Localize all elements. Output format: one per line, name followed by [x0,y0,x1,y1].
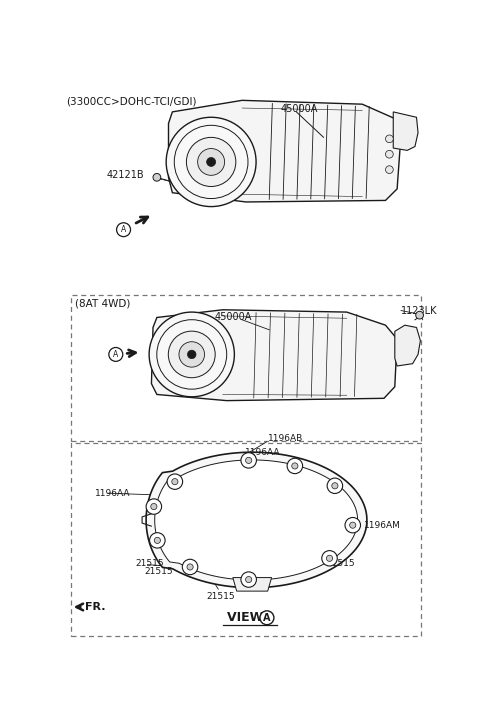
Circle shape [385,135,393,142]
Circle shape [151,504,157,510]
Circle shape [182,559,198,574]
Circle shape [154,537,160,544]
Text: A: A [121,225,126,234]
Circle shape [188,350,196,358]
Circle shape [166,117,256,206]
Circle shape [349,522,356,529]
Circle shape [416,311,423,319]
Circle shape [287,458,302,473]
Circle shape [246,577,252,582]
Circle shape [326,555,333,561]
Text: FR.: FR. [85,602,105,612]
Circle shape [206,158,216,166]
Text: 45000A: 45000A [215,312,252,322]
Circle shape [322,550,337,566]
Text: (3300CC>DOHC-TCI/GDI): (3300CC>DOHC-TCI/GDI) [66,97,197,106]
Text: 42121B: 42121B [107,169,144,180]
Circle shape [179,342,204,367]
Circle shape [327,478,343,494]
Polygon shape [152,310,397,401]
Polygon shape [155,460,358,580]
Circle shape [187,564,193,570]
Text: 1123LK: 1123LK [401,305,437,316]
Circle shape [241,453,256,468]
Circle shape [146,499,162,514]
Polygon shape [233,577,272,591]
Circle shape [150,533,165,548]
Circle shape [345,518,360,533]
Circle shape [332,483,338,489]
Polygon shape [168,100,401,202]
Circle shape [167,474,182,489]
Circle shape [186,137,236,187]
Polygon shape [395,325,420,366]
Circle shape [157,320,227,389]
Text: 1196AA: 1196AA [244,448,280,457]
Circle shape [292,463,298,469]
Circle shape [117,222,131,236]
Text: 21515: 21515 [206,593,235,601]
Circle shape [385,150,393,158]
Text: 45000A: 45000A [281,104,318,114]
Text: A: A [263,613,271,623]
Circle shape [174,125,248,198]
Polygon shape [146,452,367,587]
Text: 1196AA: 1196AA [95,489,131,498]
Circle shape [241,572,256,587]
Circle shape [246,457,252,464]
Text: VIEW: VIEW [227,611,267,624]
Circle shape [260,611,274,624]
Circle shape [109,348,123,361]
Circle shape [153,174,161,181]
Text: 21515: 21515 [326,559,355,569]
Text: 1196AM: 1196AM [364,521,401,530]
Text: 21515: 21515 [144,567,173,576]
Circle shape [198,148,225,175]
Text: A: A [113,350,119,359]
Circle shape [168,331,215,378]
Text: 1196AB: 1196AB [268,434,303,443]
Circle shape [172,478,178,485]
Text: 21515: 21515 [136,559,165,569]
Circle shape [149,312,234,397]
Polygon shape [393,112,418,150]
Text: (8AT 4WD): (8AT 4WD) [75,299,130,309]
Circle shape [385,166,393,174]
